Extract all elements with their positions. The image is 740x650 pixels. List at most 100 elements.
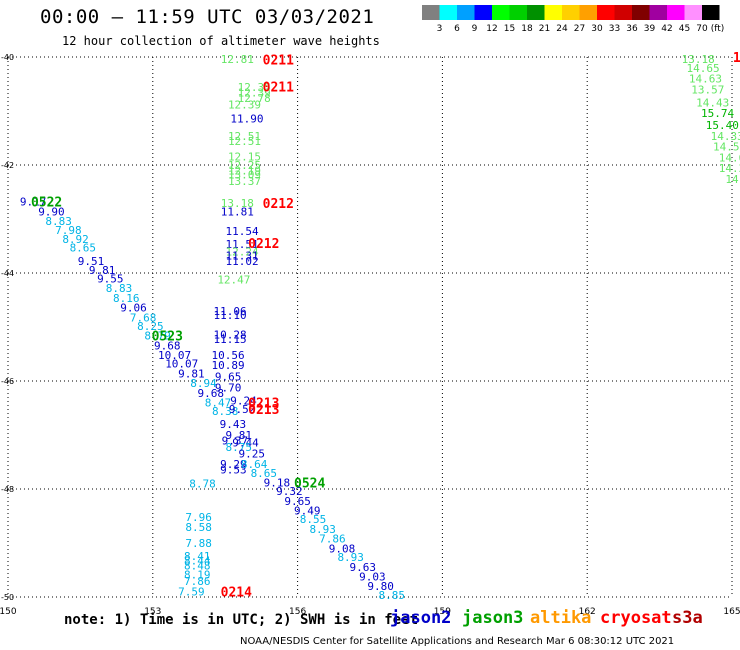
pass-time-label: 0212 [263, 197, 294, 212]
colorbar-label: 15 [504, 24, 515, 34]
swh-value-label: 11.90 [230, 113, 263, 126]
swh-value-label: 8.65 [70, 242, 97, 255]
swh-value-label: 8.41 [184, 550, 211, 563]
colorbar-swatch [562, 5, 580, 20]
swh-value-label: 8.93 [309, 523, 336, 536]
swh-value-label: 9.65 [215, 371, 242, 384]
swh-value-label: 12.47 [217, 273, 250, 286]
legend-jason2: jason2 [390, 608, 452, 628]
pass-time-label: 0212 [248, 237, 279, 252]
swh-value-label: 7.96 [185, 511, 212, 524]
pass-time-label: 0524 [294, 477, 325, 492]
swh-value-label: 8.83 [45, 215, 72, 228]
colorbar-swatch [527, 5, 545, 20]
swh-value-label: 8.58 [185, 521, 212, 534]
swh-value-label: 9.90 [38, 205, 65, 218]
colorbar-label: 36 [626, 24, 638, 34]
swh-value-label: 7.86 [319, 533, 346, 546]
swh-value-label: 9.81 [178, 367, 205, 380]
swh-value-label: 8.92 [62, 233, 89, 246]
swh-value-label: 14.63 [689, 73, 722, 86]
swh-value-label: 12.39 [228, 99, 261, 112]
swh-value-label: 9.68 [154, 339, 181, 352]
swh-value-label: 8.47 [205, 397, 232, 410]
swh-value-label: 12.39 [238, 87, 271, 100]
x-tick-label: 156 [289, 607, 306, 617]
legend-altika: altika [530, 608, 592, 628]
swh-value-label: 8.55 [300, 513, 327, 526]
swh-value-label: 12.15 [228, 150, 261, 163]
swh-value-label: 9.81 [89, 264, 116, 277]
swh-value-label: 9.44 [232, 437, 259, 450]
swh-value-label: 12.51 [228, 135, 261, 148]
swh-value-label: 14.51 [713, 141, 740, 154]
swh-value-label: 8.79 [144, 330, 171, 343]
swh-value-label: 15.40 [706, 119, 739, 132]
swh-value-label: 11.10 [213, 309, 246, 322]
swh-value-label: 8.44 [184, 554, 211, 567]
swh-value-label: 9.08 [329, 542, 356, 555]
colorbar-label: 45 [679, 24, 690, 34]
colorbar-swatch [702, 5, 720, 20]
colorbar-label: 27 [574, 24, 585, 34]
colorbar-swatch [544, 5, 562, 20]
swh-value-label: 12.81 [221, 53, 254, 66]
swh-value-label: 10.56 [212, 349, 245, 362]
swh-value-label: 8.75 [225, 441, 252, 454]
swh-value-label: 9.53 [220, 464, 247, 477]
x-tick-label: 153 [144, 607, 161, 617]
swh-value-label: 9.24 [230, 394, 257, 407]
colorbar-label: 30 [591, 24, 603, 34]
y-tick-label: -48 [1, 485, 14, 494]
swh-value-label: 13.37 [228, 175, 261, 188]
pass-time-label: 0213 [248, 397, 279, 412]
swh-value-label: 12.19 [228, 164, 261, 177]
swh-value-label: 13.18 [221, 197, 254, 210]
swh-value-label: 11.15 [213, 333, 246, 346]
swh-value-label: 13.18 [682, 53, 715, 66]
swh-value-label: 12.24 [226, 245, 259, 258]
grid-lines [7, 56, 733, 598]
swh-value-label: 9.51 [78, 255, 105, 268]
swh-value-label: 11.81 [221, 205, 254, 218]
swh-value-label: 12.78 [238, 92, 271, 105]
swh-value-label: 8.25 [137, 320, 164, 333]
swh-value-label: 8.64 [241, 458, 268, 471]
colorbar-swatch [684, 5, 702, 20]
swh-value-label: 10.07 [158, 349, 191, 362]
swh-value-label: 8.85 [378, 589, 405, 602]
swh-value-label: 9.49 [294, 505, 321, 518]
x-tick-label: 159 [434, 607, 451, 617]
colorbar-swatch [474, 5, 492, 20]
swh-value-label: 9.18 [264, 477, 291, 490]
swh-value-label: 12.51 [228, 130, 261, 143]
swh-value-label: 9.37 [222, 434, 249, 447]
x-tick-label: 150 [0, 607, 17, 617]
wave-height-labels: 9.179.908.837.988.928.659.519.819.558.83… [20, 53, 740, 602]
swh-value-label: 9.81 [225, 429, 252, 442]
swh-value-label: 9.70 [215, 381, 242, 394]
swh-value-label: 7.59 [178, 586, 205, 599]
pass-time-label: 0213 [248, 403, 279, 418]
colorbar-swatch [649, 5, 667, 20]
y-tick-label: -40 [1, 53, 14, 62]
swh-value-label: 8.16 [113, 292, 140, 305]
swh-value-label: 9.29 [220, 458, 247, 471]
colorbar-label: 39 [644, 24, 656, 34]
x-tick-label: 162 [579, 607, 596, 617]
swh-value-label: 7.68 [130, 311, 157, 324]
swh-value-label: 11.54 [226, 225, 259, 238]
colorbar-swatch [667, 5, 685, 20]
pass-time-label: 0523 [152, 330, 183, 345]
swh-value-label: 14.2 [719, 162, 740, 175]
pass-time-label: 0214 [221, 586, 252, 601]
swh-value-label: 15.74 [701, 107, 734, 120]
chart-title: 00:00 – 11:59 UTC 03/03/2021 [40, 6, 375, 28]
colorbar-label: 24 [556, 24, 568, 34]
swh-value-label: 12.25 [228, 159, 261, 172]
pass-time-label: 1 [733, 51, 740, 66]
y-tick-label: -42 [1, 161, 14, 170]
colorbar-label: 70 [696, 24, 708, 34]
